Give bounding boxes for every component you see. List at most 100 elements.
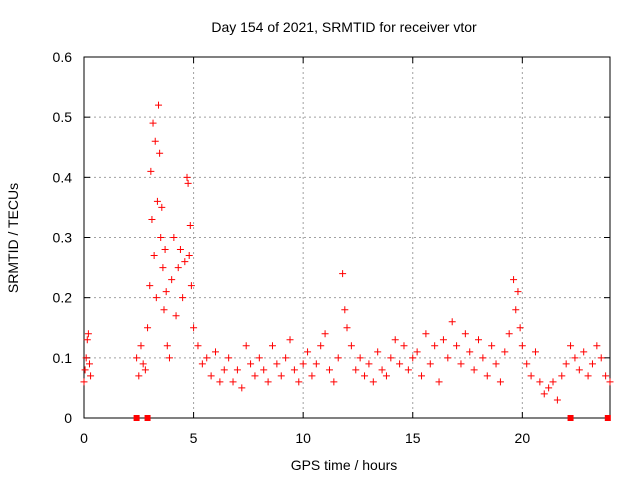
data-point (147, 167, 155, 175)
data-point (347, 342, 355, 350)
data-point (170, 234, 178, 241)
data-point (602, 372, 610, 380)
data-point (431, 342, 439, 350)
data-point (81, 366, 89, 374)
data-point (518, 342, 526, 350)
data-point (531, 348, 539, 356)
data-point (242, 342, 250, 350)
data-point (325, 366, 333, 374)
data-point (163, 342, 171, 350)
data-point (183, 173, 191, 181)
data-point (179, 294, 187, 302)
data-point (151, 137, 159, 145)
data-point (413, 348, 421, 356)
data-point (260, 366, 268, 374)
data-point (523, 360, 531, 368)
y-tick-labels: 0 0.1 0.2 0.3 0.4 0.5 0.6 (53, 49, 73, 426)
data-point (321, 330, 329, 338)
data-point (149, 119, 157, 127)
data-point (505, 330, 513, 338)
data-point (172, 312, 180, 320)
data-point (571, 354, 579, 362)
data-point (277, 372, 285, 380)
data-point (553, 396, 561, 404)
data-point (514, 288, 522, 296)
data-point (510, 276, 518, 284)
data-point (558, 372, 566, 380)
data-point (190, 324, 198, 332)
data-point (606, 378, 614, 386)
y-tick-label: 0.2 (53, 290, 73, 306)
data-point (165, 354, 173, 362)
missing-data-marker (567, 415, 574, 421)
data-point (207, 372, 215, 380)
data-point (516, 324, 524, 332)
data-point (152, 294, 160, 302)
data-point (273, 360, 281, 368)
data-point (203, 354, 211, 362)
data-point (404, 366, 412, 374)
data-point (198, 360, 206, 368)
x-tick-label: 10 (295, 430, 311, 446)
data-point (159, 264, 167, 272)
y-tick-label: 0.6 (53, 49, 73, 65)
data-point (496, 378, 504, 386)
data-point (282, 354, 290, 362)
data-point (225, 354, 233, 362)
data-point (400, 342, 408, 350)
data-point (139, 360, 147, 368)
y-tick-label: 0 (64, 410, 72, 426)
data-point (593, 342, 601, 350)
data-point (492, 360, 500, 368)
data-point (457, 360, 465, 368)
data-point (216, 378, 224, 386)
data-point (184, 179, 192, 187)
data-point (426, 360, 434, 368)
data-point (251, 372, 259, 380)
data-point (409, 354, 417, 362)
data-point (87, 372, 95, 380)
data-point (80, 378, 88, 386)
chart-title: Day 154 of 2021, SRMTID for receiver vto… (211, 19, 477, 35)
data-point (448, 318, 456, 326)
data-point (144, 324, 152, 332)
data-point (374, 348, 382, 356)
data-point (185, 252, 193, 260)
data-point (247, 360, 255, 368)
data-point (527, 372, 535, 380)
data-point (187, 282, 195, 290)
data-point (453, 342, 461, 350)
data-point (150, 252, 158, 260)
data-point (418, 372, 426, 380)
y-tick-label: 0.1 (53, 350, 73, 366)
data-point (396, 360, 404, 368)
data-point (186, 221, 194, 229)
data-point (83, 336, 91, 344)
data-point (439, 336, 447, 344)
data-point (435, 378, 443, 386)
data-point (290, 366, 298, 374)
data-point (588, 360, 596, 368)
grid-lines (84, 57, 610, 418)
data-point (365, 360, 373, 368)
data-point (597, 354, 605, 362)
data-point (382, 372, 390, 380)
data-point (153, 197, 161, 205)
data-point (229, 378, 237, 386)
data-point (141, 366, 149, 374)
data-point (470, 366, 478, 374)
data-point (575, 366, 583, 374)
missing-data-marker (133, 415, 140, 421)
data-point (85, 360, 93, 368)
data-point (158, 203, 166, 211)
data-point (238, 384, 246, 392)
data-point (157, 234, 165, 241)
missing-data-marker (144, 415, 151, 421)
data-point (341, 306, 349, 314)
data-point (466, 348, 474, 356)
data-point (137, 342, 145, 350)
data-point (255, 354, 263, 362)
data-point (483, 372, 491, 380)
x-tick-label: 0 (80, 430, 88, 446)
data-point (334, 354, 342, 362)
